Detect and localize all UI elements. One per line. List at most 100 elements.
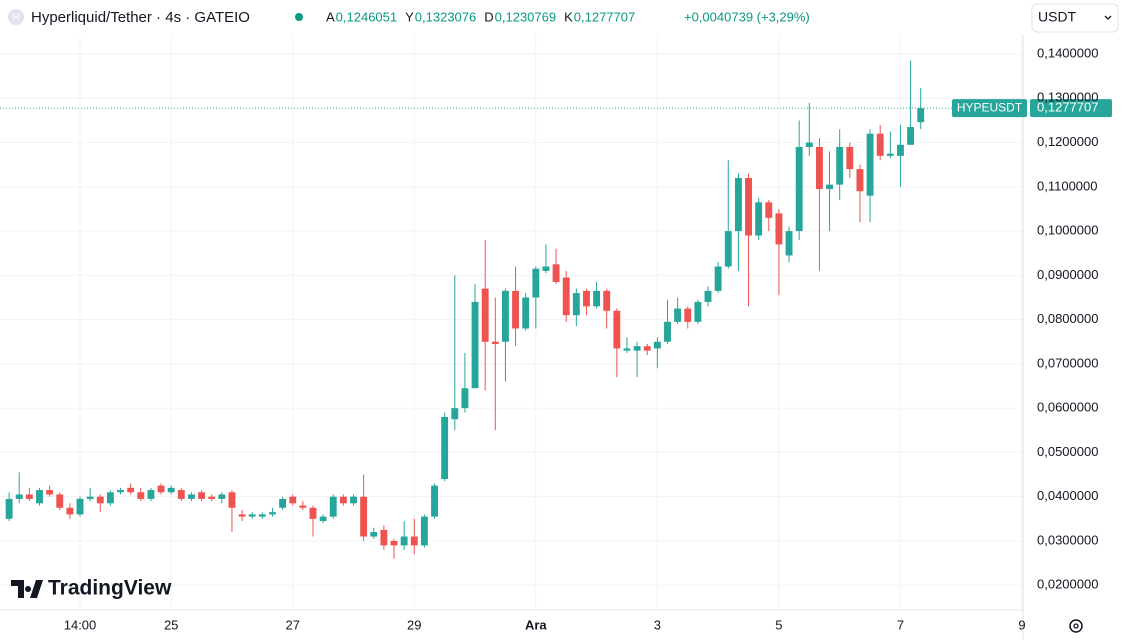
candle-body — [846, 146, 854, 170]
candle-body — [694, 301, 702, 322]
x-tick-label: 27 — [285, 617, 299, 632]
y-tick-label: 0,1300000 — [1037, 90, 1098, 105]
candle-body — [329, 496, 337, 517]
readout-letter: Y — [405, 9, 414, 24]
readout-letter: K — [564, 9, 573, 24]
candle-body — [36, 490, 43, 504]
y-tick-label: 0,0400000 — [1037, 488, 1098, 503]
candle-body — [177, 490, 185, 499]
candle-body — [856, 169, 864, 192]
candle-body — [228, 492, 236, 508]
brand-name: TradingView — [48, 577, 172, 600]
candle-body — [451, 408, 459, 420]
ohlc-readout: A 0,1246051 Y 0,1323076 D 0,1230769 K 0,1277707 — [326, 9, 635, 24]
candle-body — [248, 514, 256, 517]
candle-body — [775, 213, 783, 245]
candle-body — [886, 153, 894, 156]
currency-label[interactable]: USDT — [1038, 9, 1077, 25]
candle-body — [390, 540, 398, 546]
candle-body — [66, 507, 74, 515]
x-tick-label: 25 — [164, 617, 178, 632]
candle-body — [471, 301, 479, 389]
candle-body — [137, 492, 145, 499]
y-tick-label: 0,1000000 — [1037, 223, 1098, 238]
x-tick-label: Ara — [525, 617, 547, 632]
candle-body — [593, 290, 601, 307]
candle-body — [350, 496, 357, 504]
x-tick-label: 9 — [1018, 617, 1025, 632]
candle-body — [664, 321, 671, 342]
candle-body — [46, 490, 54, 495]
x-tick-label: 3 — [654, 617, 661, 632]
candle-body — [572, 293, 580, 316]
candle-body — [400, 536, 408, 546]
chart-title[interactable]: Hyperliquid/Tether · 4s · GATEIO — [31, 9, 250, 26]
candle-body — [147, 490, 155, 499]
candle-body — [795, 146, 803, 232]
y-tick-label: 0,0500000 — [1037, 444, 1098, 459]
candle-body — [897, 144, 904, 156]
candle-body — [420, 516, 428, 546]
x-tick-label: 7 — [897, 617, 904, 632]
dropdown-arrow[interactable] — [1104, 15, 1112, 20]
candle-body — [157, 485, 165, 493]
candle-body — [461, 388, 469, 409]
market-status[interactable] — [295, 13, 303, 21]
candle-body — [117, 490, 124, 493]
candle-body — [289, 496, 297, 504]
candle-body — [208, 496, 216, 499]
candle-body — [714, 266, 722, 291]
symbol-icon — [8, 9, 24, 25]
candle-body — [360, 496, 368, 537]
candle-body — [481, 288, 489, 342]
candle-body — [866, 133, 874, 196]
candle-body — [583, 290, 590, 307]
candle-body — [917, 108, 925, 123]
candle-body — [613, 310, 621, 349]
candle-body — [25, 494, 33, 499]
candle-body — [106, 492, 114, 504]
candle-body — [198, 492, 206, 499]
x-tick-label: 29 — [407, 617, 421, 632]
y-tick-label: 0,1200000 — [1037, 134, 1098, 149]
grid — [0, 35, 1023, 610]
candle-body — [218, 494, 226, 499]
candle-body — [724, 231, 732, 267]
candle-body — [370, 532, 378, 537]
x-tick-label: 5 — [775, 617, 782, 632]
candle-body — [745, 177, 752, 236]
y-tick-label: 0,0900000 — [1037, 267, 1098, 282]
y-tick-label: 0,0800000 — [1037, 311, 1098, 326]
candle-body — [643, 346, 651, 351]
y-tick-label: 0,1400000 — [1037, 45, 1098, 60]
y-tick-label: 0,0600000 — [1037, 400, 1098, 415]
candle-body — [380, 529, 388, 546]
readout-letter: A — [326, 9, 335, 24]
candle-body — [684, 308, 692, 322]
price-tag-box — [1030, 99, 1112, 118]
candle-body — [167, 487, 175, 493]
y-tick-label: 0,1100000 — [1037, 178, 1098, 193]
candle-body — [907, 127, 915, 145]
candle-body — [279, 498, 287, 508]
candle-body — [238, 514, 246, 517]
y-tick-label: 0,0700000 — [1037, 355, 1098, 370]
candle-body — [86, 496, 94, 499]
readout-value: 0,1230769 — [495, 9, 556, 24]
candle-body — [512, 290, 520, 329]
settings-button[interactable] — [1069, 619, 1083, 633]
candle-body — [603, 290, 611, 311]
readout-value: 0,1277707 — [574, 9, 635, 24]
candle-body — [410, 536, 418, 546]
currency-dropdown[interactable] — [1031, 3, 1119, 33]
brand-logo — [11, 580, 43, 598]
candle-body — [319, 516, 327, 522]
candle-body — [501, 290, 509, 342]
candle-body — [339, 496, 347, 504]
symbol-icon-letter: H — [12, 13, 19, 24]
candle-body — [187, 494, 195, 499]
candle-body — [76, 498, 84, 515]
readout-value: 0,1246051 — [336, 9, 397, 24]
candle-body — [734, 177, 742, 232]
